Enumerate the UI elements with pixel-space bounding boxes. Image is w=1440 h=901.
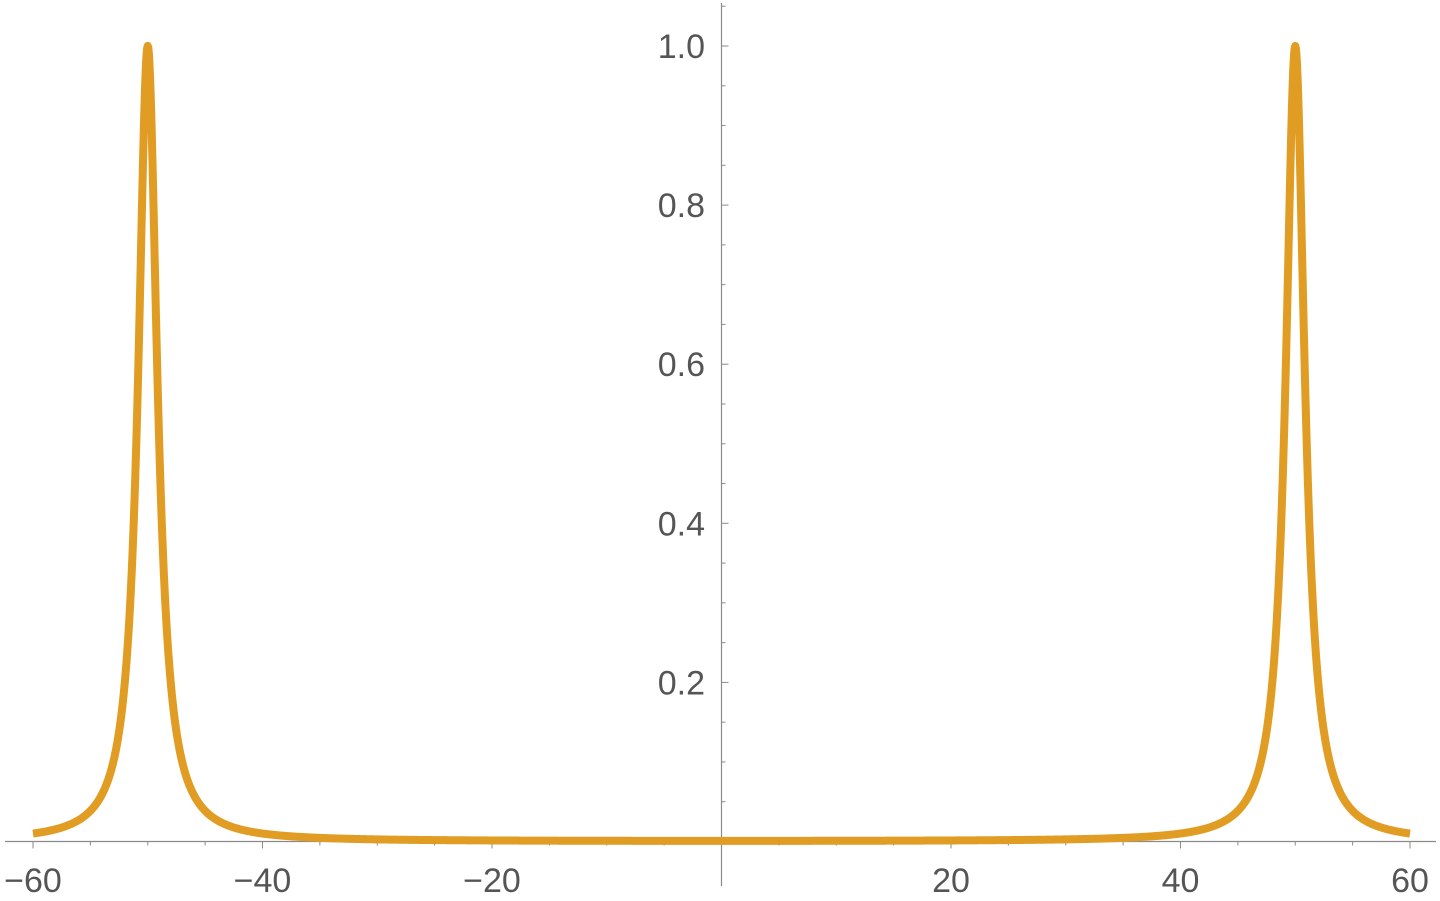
x-tick-label: −60 (4, 862, 62, 900)
y-tick-label: 1.0 (658, 28, 705, 66)
x-tick-label: −40 (234, 862, 292, 900)
peak-point (147, 45, 149, 47)
axes (5, 3, 1436, 886)
x-tick-label: 60 (1391, 862, 1429, 900)
tick-labels: −60 −40 −20 20 40 60 0.2 0.4 0.6 0.8 1.0 (4, 28, 1429, 900)
y-tick-label: 0.6 (658, 346, 705, 384)
y-tick-label: 0.8 (658, 187, 705, 225)
y-tick-label: 0.2 (658, 664, 705, 702)
peak-point (1294, 45, 1296, 47)
x-tick-label: −20 (463, 862, 521, 900)
x-tick-label: 40 (1162, 862, 1200, 900)
series-line (29, 41, 1414, 845)
y-tick-label: 0.4 (658, 505, 705, 543)
series (29, 41, 1414, 845)
x-tick-label: 20 (932, 862, 970, 900)
